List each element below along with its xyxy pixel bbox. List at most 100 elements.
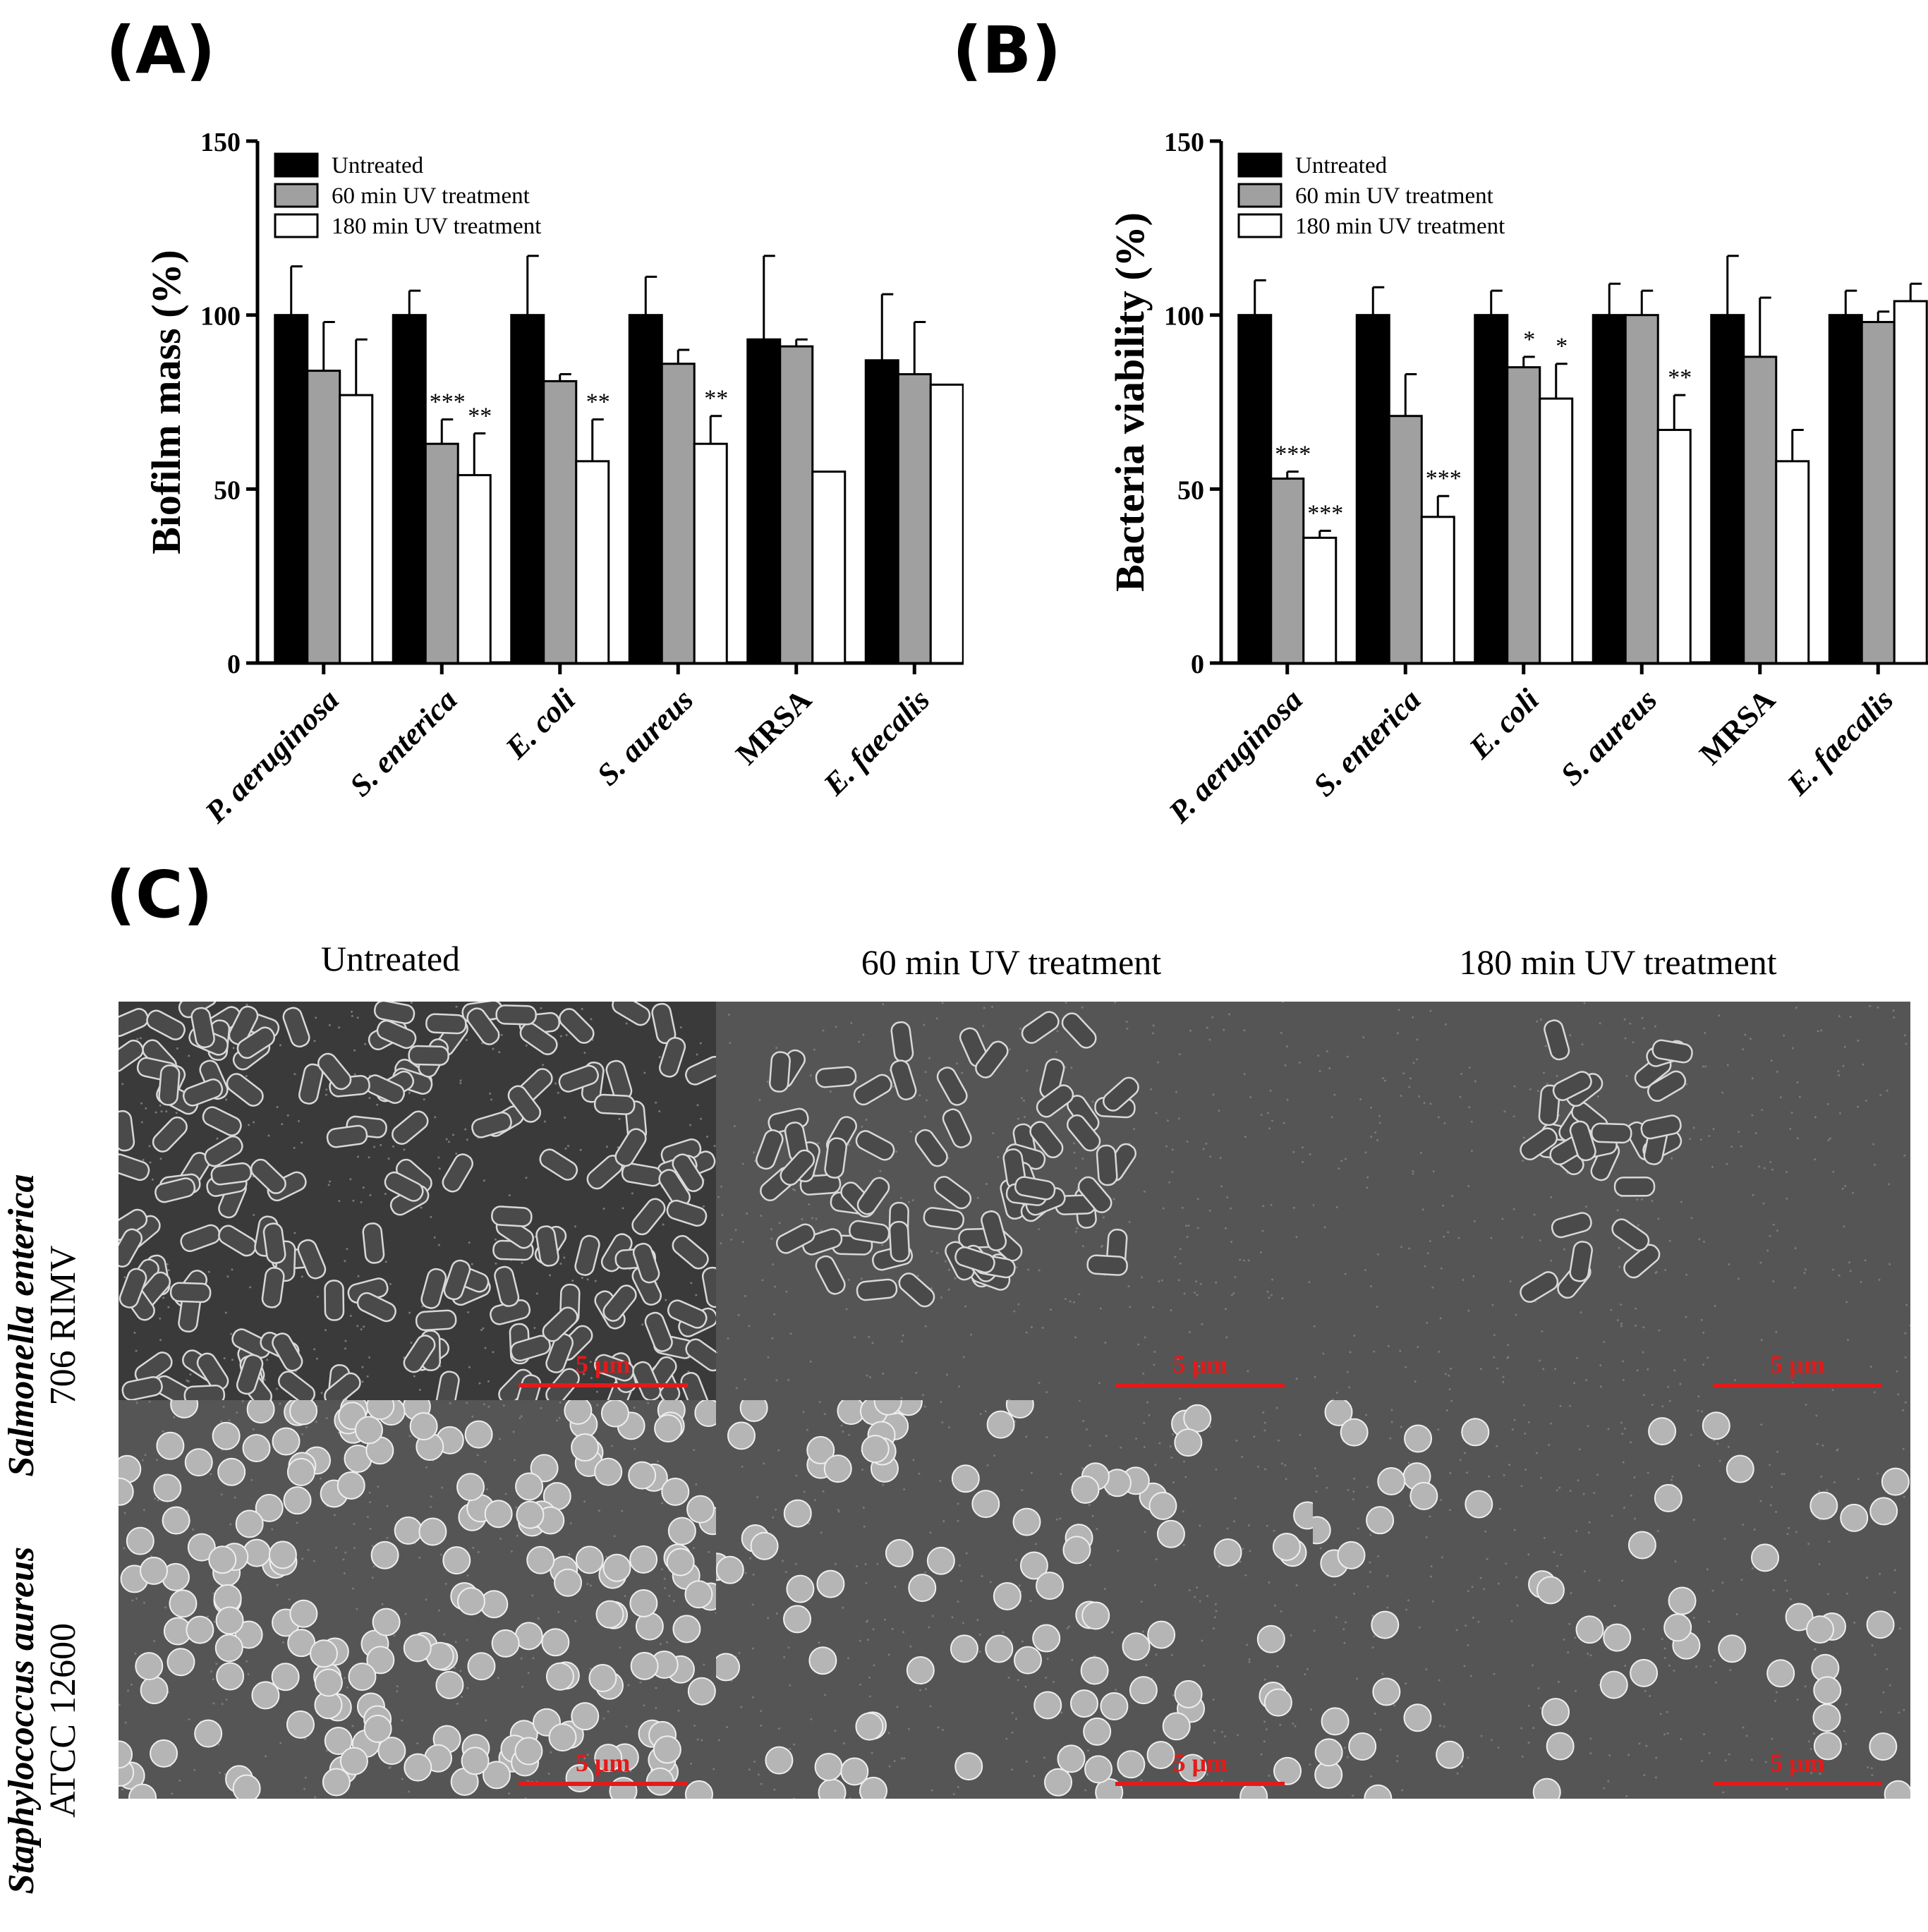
sem-grain	[1603, 1787, 1606, 1790]
sem-rod-cell	[1647, 1070, 1687, 1102]
sem-rod-cell	[146, 1009, 186, 1040]
sem-grain	[1249, 1550, 1251, 1553]
sem-grain	[1794, 1287, 1797, 1289]
sem-grain	[792, 1743, 795, 1746]
bar	[746, 338, 782, 664]
sem-grain	[1443, 1725, 1445, 1728]
sem-grain	[818, 1401, 821, 1404]
sem-grain	[361, 1366, 364, 1368]
sem-grain	[1483, 1588, 1486, 1591]
sem-coccus-cell	[1182, 1404, 1211, 1433]
sem-grain	[188, 1718, 190, 1721]
sem-rod-cell	[182, 1079, 224, 1107]
sem-coccus-cell	[1840, 1503, 1869, 1532]
sem-grain	[123, 1547, 126, 1550]
sem-grain	[1178, 1397, 1181, 1400]
sem-grain	[1441, 1267, 1443, 1270]
sem-grain	[989, 1581, 992, 1584]
sem-grain	[735, 1387, 738, 1390]
sem-grain	[301, 1433, 303, 1435]
sem-coccus-cell	[1806, 1615, 1835, 1644]
sem-grain	[627, 1684, 630, 1687]
sem-grain	[489, 1092, 492, 1095]
sem-grain	[1546, 1083, 1549, 1086]
sem-grain	[900, 1397, 903, 1399]
sem-grain	[939, 1400, 942, 1403]
sem-grain	[734, 1229, 737, 1232]
sem-coccus-cell	[119, 1477, 134, 1506]
sem-grain	[1845, 1703, 1848, 1706]
sem-grain	[521, 1685, 523, 1688]
sem-grain	[809, 1074, 812, 1077]
sem-grain	[371, 1545, 374, 1548]
sem-grain	[1625, 1795, 1628, 1798]
sem-grain	[140, 1102, 143, 1105]
sem-grain	[547, 1773, 550, 1775]
sem-coccus-cell	[372, 1608, 401, 1636]
sem-grain	[1309, 1763, 1311, 1766]
sem-grain	[1903, 1154, 1906, 1157]
sem-grain	[1524, 1468, 1527, 1471]
sem-coccus-cell	[816, 1569, 845, 1598]
sem-grain	[329, 1180, 332, 1183]
sem-grain	[1136, 1343, 1139, 1346]
sem-grain	[693, 1547, 696, 1550]
sem-rod-cell	[196, 1352, 229, 1392]
sem-grain	[965, 1552, 968, 1555]
sem-grain	[1382, 1077, 1385, 1080]
sem-grain	[245, 1003, 248, 1006]
sem-grain	[1348, 1386, 1351, 1389]
sem-grain	[1513, 1208, 1516, 1210]
sem-grain	[1508, 1464, 1511, 1466]
sem-coccus-cell	[986, 1410, 1015, 1439]
sem-grain	[887, 1653, 890, 1656]
sem-grain	[741, 1162, 744, 1165]
y-tick-label: 0	[227, 650, 241, 679]
sem-grain	[1066, 1627, 1069, 1629]
sem-grain	[773, 1285, 776, 1288]
sem-grain	[1722, 1791, 1725, 1794]
sem-grain	[369, 1193, 372, 1196]
sem-grain	[1870, 1366, 1873, 1368]
sem-grain	[1775, 1330, 1778, 1333]
sem-coccus-cell	[971, 1490, 1000, 1519]
sem-rod-cell	[324, 1280, 345, 1321]
sem-grain	[1212, 1699, 1215, 1701]
sem-grain	[1438, 1116, 1441, 1119]
sem-coccus-cell	[859, 1776, 887, 1799]
sem-grain	[1024, 1435, 1027, 1438]
sem-grain	[1397, 1032, 1400, 1035]
x-tick-label: E. coli	[1462, 682, 1546, 766]
sem-grain	[1052, 1680, 1055, 1683]
sem-grain	[695, 1294, 698, 1296]
sem-grain	[759, 1710, 762, 1713]
sem-coccus-cell	[403, 1634, 432, 1663]
legend-swatch	[274, 213, 319, 238]
sem-grain	[1446, 1409, 1449, 1412]
sem-grain	[1424, 1265, 1426, 1268]
sem-grain	[1862, 1063, 1865, 1066]
sem-grain	[1156, 1061, 1159, 1064]
sem-grain	[482, 1327, 485, 1330]
sem-grain	[1338, 1167, 1340, 1170]
sem-rod-cell	[614, 1128, 647, 1167]
sem-grain	[327, 1184, 330, 1186]
sem-grain	[1419, 1626, 1421, 1629]
sem-grain	[1507, 1356, 1510, 1359]
sem-grain	[564, 1117, 566, 1119]
sem-grain	[1472, 1275, 1475, 1277]
sem-coccus-cell	[169, 1589, 198, 1618]
sem-grain	[1414, 1380, 1417, 1383]
sem-grain	[1193, 1291, 1196, 1294]
sem-grain	[1220, 1731, 1223, 1734]
sem-grain	[1871, 1644, 1874, 1647]
sem-grain	[135, 1402, 138, 1404]
sem-grain	[325, 1093, 327, 1096]
sem-grain	[1589, 1521, 1591, 1524]
sem-grain	[1715, 1681, 1718, 1684]
sem-grain	[752, 1151, 755, 1154]
sem-grain	[485, 1719, 487, 1722]
sem-grain	[679, 1026, 682, 1029]
significance-label: **	[468, 403, 492, 429]
sem-coccus-cell	[818, 1778, 847, 1799]
